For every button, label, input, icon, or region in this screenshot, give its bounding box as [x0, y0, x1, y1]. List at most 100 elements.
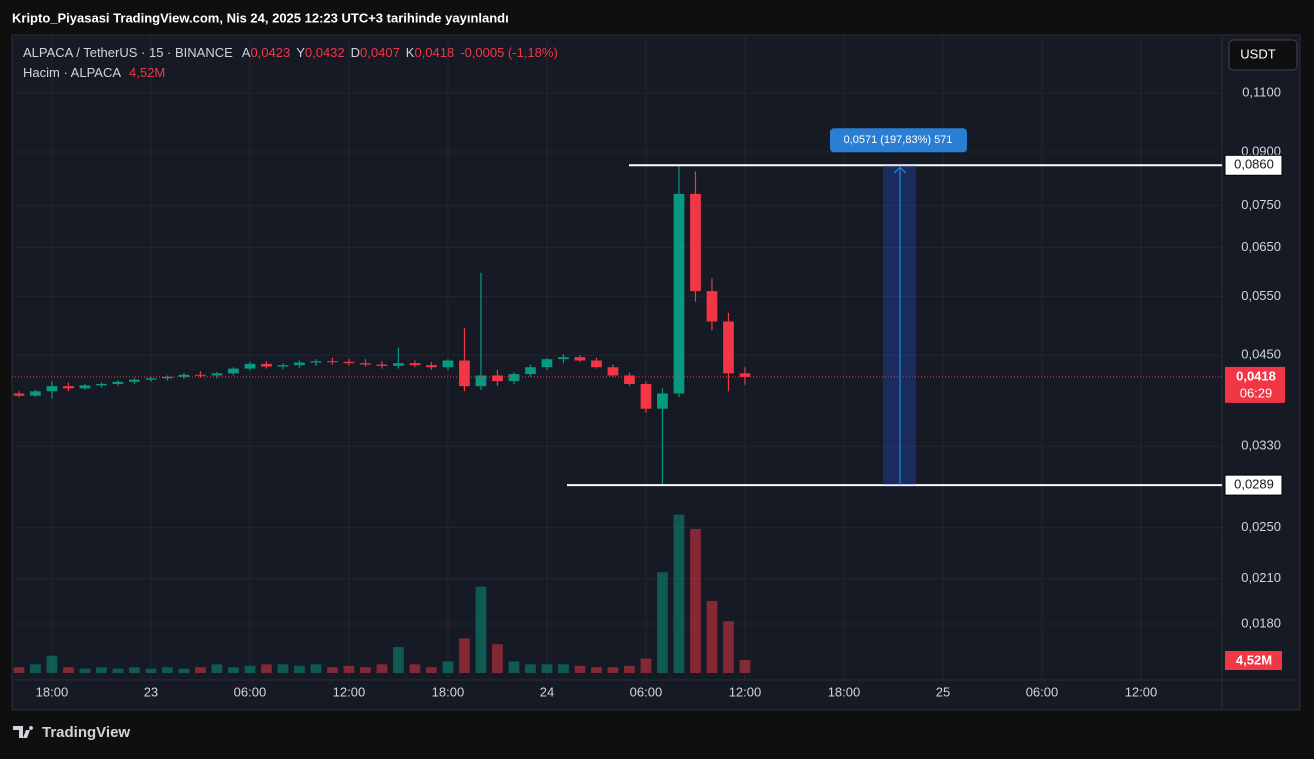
candle-body	[129, 379, 140, 382]
x-tick-label: 24	[540, 684, 554, 699]
y-tick-label: 0,0750	[1241, 197, 1281, 212]
ohlc-key: D	[351, 45, 360, 60]
y-tick-label: 0,0330	[1241, 438, 1281, 453]
volume-bar	[294, 665, 305, 673]
volume-bar	[46, 655, 58, 673]
candle-body	[574, 357, 586, 361]
x-tick-label: 12:00	[729, 684, 762, 699]
candle-body	[360, 363, 371, 365]
x-tick-label: 12:00	[333, 684, 366, 699]
candle-body	[426, 365, 437, 368]
currency-button[interactable]	[1228, 39, 1298, 71]
candle-body	[228, 368, 239, 374]
candle-body	[723, 321, 734, 374]
candle-body	[244, 363, 256, 369]
countdown: 06:29	[1240, 385, 1273, 400]
volume-bar	[211, 664, 223, 673]
volume-bar	[640, 658, 652, 673]
volume-bar	[63, 667, 74, 673]
volume-bar	[574, 665, 586, 673]
y-tick-label: 0,0210	[1241, 570, 1281, 585]
volume-bar	[706, 600, 718, 673]
x-tick-label: 18:00	[828, 684, 861, 699]
candle-body	[525, 367, 536, 375]
brand-logo	[13, 726, 34, 738]
ohlc-value: 0,0407	[360, 45, 400, 60]
candle-body	[310, 361, 322, 363]
candle-body	[459, 360, 470, 387]
last-price-label: 0,0418	[1236, 368, 1276, 383]
x-tick-label: 12:00	[1125, 684, 1158, 699]
volume-bar	[607, 667, 619, 673]
volume-bar	[525, 664, 536, 673]
candle-body	[657, 393, 668, 409]
chart-title: Kripto_Piyasasi TradingView.com, Nis 24,…	[12, 10, 509, 25]
volume-bar	[723, 621, 734, 673]
change: -0,0005 (-1,18%)	[460, 45, 558, 60]
ohlc-value: 0,0423	[250, 45, 290, 60]
volume-bar	[277, 664, 289, 673]
x-tick-label: 18:00	[36, 684, 69, 699]
candle-body	[393, 363, 404, 366]
measure-arrowhead	[893, 166, 907, 174]
volume-bar	[475, 586, 487, 673]
volume-bar	[459, 638, 470, 673]
currency-label[interactable]: USDT	[1240, 46, 1275, 61]
volume-bar	[426, 667, 437, 673]
candle-body	[673, 193, 685, 394]
volume-bar	[327, 667, 338, 673]
candle-body	[46, 386, 58, 392]
ohlc-key: K	[406, 45, 415, 60]
x-tick-label: 23	[144, 684, 158, 699]
volume-bar	[624, 665, 635, 673]
candle-body	[640, 383, 652, 409]
candle-body	[591, 360, 602, 368]
last-price-box	[1225, 366, 1285, 403]
candle-body	[112, 381, 124, 384]
volume-bar	[310, 664, 322, 673]
x-tick-label: 06:00	[630, 684, 663, 699]
ohlc-value: 0,0432	[305, 45, 345, 60]
volume-bar	[558, 664, 569, 673]
candle-body	[607, 367, 619, 376]
candle-body	[63, 386, 74, 389]
candle-body	[376, 364, 388, 366]
volume-bar	[739, 659, 751, 673]
brand-name: TradingView	[42, 724, 130, 741]
candle-body	[624, 375, 635, 384]
ohlc-value: 0,0418	[414, 45, 454, 60]
volume-bar	[145, 668, 157, 673]
volume-bar	[442, 661, 454, 673]
level-label: 0,0860	[1234, 157, 1274, 172]
volume-title: Hacim · ALPACA	[23, 65, 121, 80]
candle-body	[277, 365, 289, 367]
candle-body	[475, 375, 487, 387]
volume-bar	[492, 644, 503, 673]
y-tick-label: 0,0180	[1241, 615, 1281, 630]
volume-bar	[393, 647, 404, 673]
volume-bar	[261, 664, 272, 673]
symbol: ALPACA / TetherUS · 15 · BINANCE	[23, 45, 233, 60]
volume-bar	[178, 668, 190, 673]
chart-panel	[11, 34, 1301, 711]
volume-bar	[591, 667, 602, 673]
volume-bar	[343, 665, 355, 673]
volume-bar	[657, 572, 668, 673]
ohlc-key: Y	[296, 45, 305, 60]
candle-body	[739, 373, 751, 377]
candle-body	[261, 363, 272, 367]
level-box	[1224, 154, 1283, 176]
x-tick-label: 25	[936, 684, 950, 699]
candle-body	[145, 378, 157, 380]
candle-body	[442, 360, 454, 368]
volume-value-box	[1225, 651, 1282, 670]
candle-body	[162, 376, 173, 379]
y-tick-label: 0,0250	[1241, 519, 1281, 534]
measure-label: 0,0571 (197,83%) 571	[844, 134, 953, 146]
candle-body	[343, 361, 355, 364]
candle-body	[13, 393, 25, 396]
candle-body	[195, 374, 206, 376]
y-tick-label: 0,0650	[1241, 239, 1281, 254]
y-tick-label: 0,0900	[1241, 143, 1281, 158]
